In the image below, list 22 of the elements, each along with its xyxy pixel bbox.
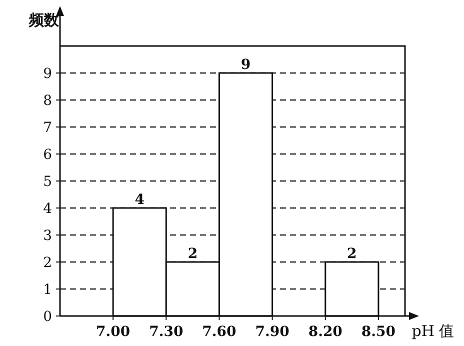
y-tick-label: 3 (43, 228, 52, 244)
y-tick-label: 1 (43, 282, 52, 298)
x-tick-label: 7.00 (96, 324, 130, 340)
y-tick-label: 7 (43, 120, 52, 136)
x-axis-title: pH 值 (412, 322, 454, 340)
y-tick-label: 4 (43, 201, 52, 217)
x-tick-label: 7.60 (202, 324, 237, 340)
y-tick-label: 8 (43, 93, 52, 109)
x-tick-label: 8.20 (308, 324, 343, 340)
x-tick-label: 7.30 (149, 324, 184, 340)
data-label: 2 (347, 246, 357, 262)
y-tick-label: 2 (43, 255, 52, 271)
data-label: 9 (240, 57, 251, 73)
y-tick-label: 9 (43, 66, 52, 82)
y-tick-label: 5 (43, 174, 52, 190)
x-tick-label: 7.90 (255, 324, 290, 340)
y-tick-label: 0 (43, 309, 52, 325)
y-tick-label: 6 (43, 147, 52, 163)
data-label: 4 (134, 192, 145, 208)
x-tick-label: 8.50 (361, 324, 396, 340)
data-label: 2 (188, 246, 198, 262)
y-axis-title: 频数 (28, 11, 60, 29)
